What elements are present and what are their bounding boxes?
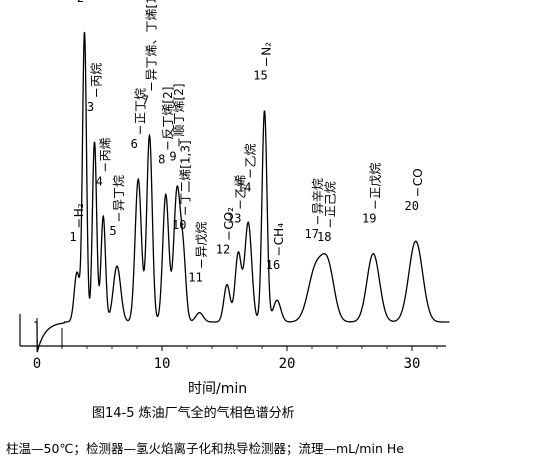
peak-component-label: 丙烷 (90, 63, 104, 87)
peak-labels: 1H₂2O₂3丙烷4丙烯5异丁烷6正丁烷7异丁烯、丁烯[1]8反丁烯[2]9顺丁… (69, 0, 424, 285)
peak-component-label: CO (411, 168, 425, 186)
peak-label-leaders (78, 57, 419, 268)
peak-component-label: 丁二烯[1,3] (178, 140, 192, 204)
peak-component-label: 正丁烷 (133, 88, 147, 124)
x-tick-label: 0 (33, 356, 41, 372)
peak-component-label: 反丁烯[2] (161, 87, 175, 140)
peak-component-label: 乙烯 (233, 175, 247, 199)
peak-component-label: 异丁烷 (112, 175, 126, 211)
peak-number: 15 (253, 69, 267, 83)
peak-component-label: 顺丁烯[2] (172, 83, 186, 136)
peak-number: 14 (237, 181, 251, 195)
peak-number: 11 (188, 271, 202, 285)
peak-number: 8 (158, 153, 165, 167)
peak-number: 17 (305, 227, 319, 241)
peak-component-label: N₂ (260, 42, 274, 56)
x-tick-label: 10 (154, 356, 171, 372)
chromatogram-trace (34, 31, 450, 353)
peak-number: 9 (169, 149, 176, 163)
conditions-note: 柱温—50℃；检测器—氢火焰离子化和热导检测器；流理—mL/min He (6, 441, 404, 456)
peak-component-label: 丙烯 (98, 137, 112, 161)
chart-axes (19, 314, 446, 347)
x-axis-ticks: 0 10 20 30 (33, 346, 438, 372)
peak-number: 1 (69, 230, 76, 244)
peak-component-label: 异辛烷 (311, 178, 325, 214)
peak-component-label: CO₂ (222, 207, 236, 230)
figure-caption: 图14-5 炼油厂气全的气相色谱分析 (92, 406, 295, 421)
peak-number: 3 (87, 100, 94, 114)
detector-signal-line (34, 31, 450, 353)
peak-component-label: 正己烷 (323, 181, 337, 217)
peak-number: 6 (131, 137, 138, 151)
x-axis-label: 时间/min (188, 381, 248, 397)
x-tick-label: 20 (279, 356, 296, 372)
peak-component-label: H₂ (72, 203, 86, 217)
peak-number: 4 (96, 174, 103, 188)
peak-number: 7 (142, 94, 149, 108)
peak-component-label: 正戊烷 (368, 163, 382, 199)
peak-component-label: 异丁烯、丁烯[1] (145, 0, 159, 81)
peak-number: 12 (216, 243, 230, 257)
x-tick-label: 30 (404, 356, 421, 372)
peak-number: 13 (227, 212, 241, 226)
peak-component-label: CH₄ (272, 223, 286, 245)
peak-number: 5 (109, 224, 116, 238)
peak-number: 19 (362, 212, 376, 226)
peak-component-label: 乙烷 (243, 144, 257, 168)
peak-number: 10 (172, 218, 186, 232)
peak-number: 16 (266, 258, 280, 272)
peak-component-label: 异戊烷 (195, 222, 209, 258)
peak-number: 2 (77, 0, 84, 5)
peak-number: 18 (317, 230, 331, 244)
peak-number: 20 (405, 199, 419, 213)
